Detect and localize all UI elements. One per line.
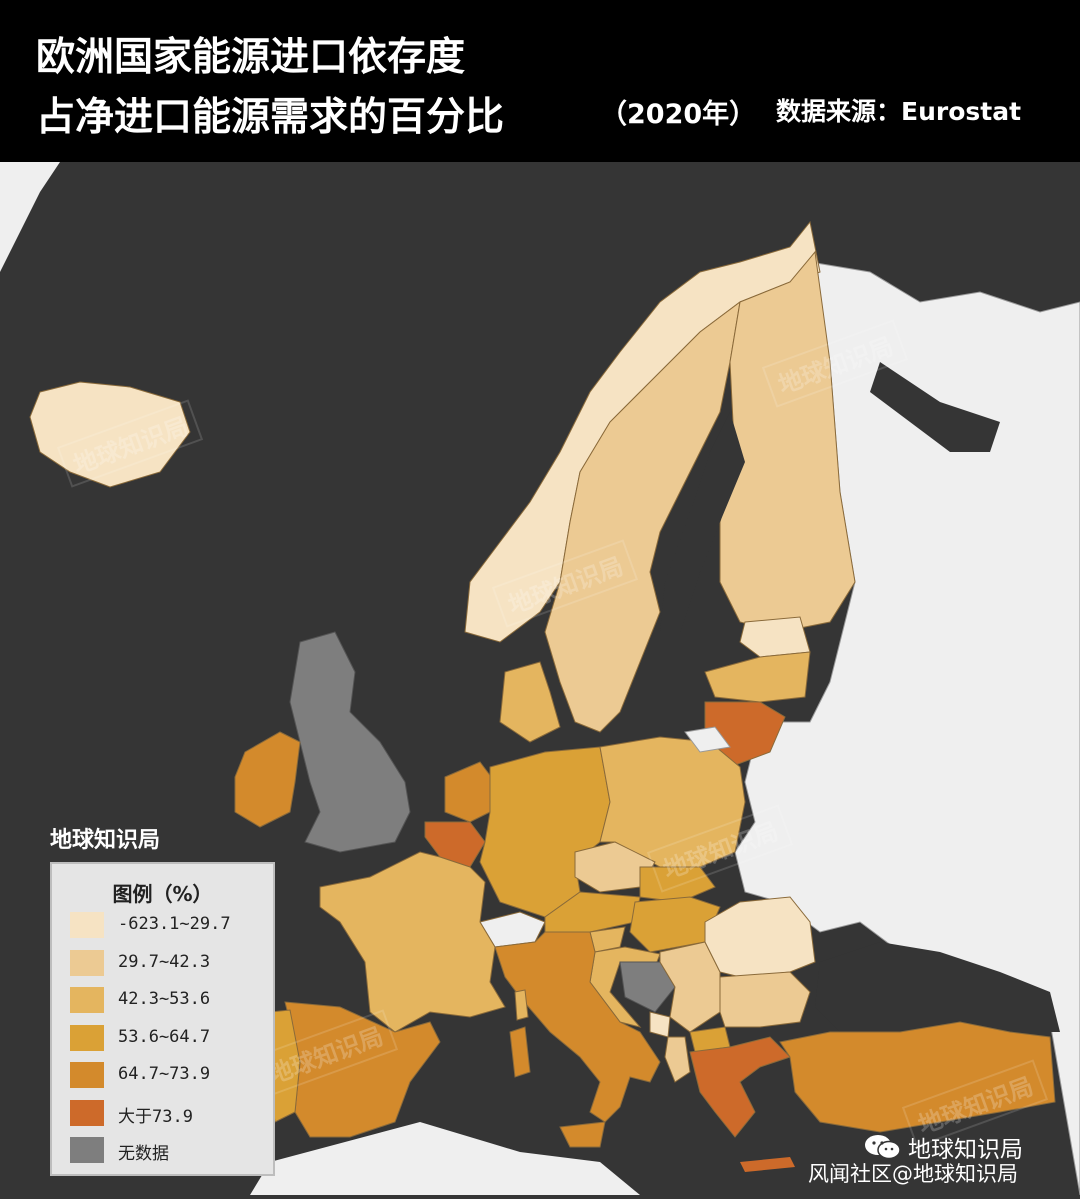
legend-label: 无数据	[118, 1144, 169, 1164]
bulgaria	[719, 971, 811, 1028]
united-kingdom	[289, 631, 411, 853]
north-africa	[250, 1122, 640, 1195]
albania	[664, 1036, 691, 1083]
montenegro	[649, 1011, 671, 1038]
sardinia	[509, 1026, 531, 1078]
greece	[689, 1036, 791, 1138]
legend-swatch	[70, 912, 104, 938]
legend-label: 29.7~42.3	[118, 951, 211, 972]
corsica	[514, 989, 529, 1021]
legend-title: 图例（%）	[112, 882, 213, 906]
sicily	[559, 1121, 606, 1148]
legend: 图例（%） -623.1~29.7 29.7~42.3 42.3~53.6 53.6~…	[50, 862, 275, 1176]
legend-swatch	[70, 949, 104, 976]
map-title: 欧洲国家能源进口依存度	[36, 35, 466, 80]
italy	[494, 931, 661, 1123]
legend-label: 64.7~73.9	[118, 1064, 211, 1084]
footer-brand: 地球知识局	[908, 1137, 1023, 1163]
denmark	[499, 661, 561, 743]
data-source: 数据来源：Eurostat	[776, 97, 1022, 126]
legend-swatch	[70, 1137, 104, 1163]
bosnia	[619, 961, 676, 1013]
sweden	[544, 300, 741, 733]
legend-swatch	[70, 1024, 104, 1051]
slovakia	[639, 866, 716, 903]
turkey	[779, 1021, 1056, 1133]
brand-label: 地球知识局	[50, 828, 161, 853]
ireland	[234, 731, 301, 828]
legend-label: 大于73.9	[118, 1106, 193, 1127]
legend-swatch	[70, 1062, 104, 1088]
crete	[740, 1157, 795, 1172]
legend-swatch	[70, 987, 104, 1013]
map-subtitle: 占净进口能源需求的百分比	[36, 95, 505, 140]
greenland	[0, 162, 60, 272]
legend-swatch	[70, 1099, 104, 1126]
romania	[704, 896, 816, 978]
black-sea	[815, 942, 1060, 1032]
header: 欧洲国家能源进口依存度 占净进口能源需求的百分比 （2020年） 数据来源：Eu…	[0, 0, 1080, 162]
latvia	[704, 651, 811, 703]
russia-and-east	[734, 261, 1080, 1196]
iceland	[29, 381, 191, 488]
map-year: （2020年）	[600, 99, 757, 130]
legend-label: -623.1~29.7	[118, 914, 231, 934]
legend-label: 42.3~53.6	[118, 989, 211, 1009]
legend-label: 53.6~64.7	[118, 1026, 211, 1047]
footer-site: 风闻社区@地球知识局	[808, 1162, 1018, 1186]
france	[319, 851, 506, 1033]
wechat-icon	[865, 1135, 901, 1160]
